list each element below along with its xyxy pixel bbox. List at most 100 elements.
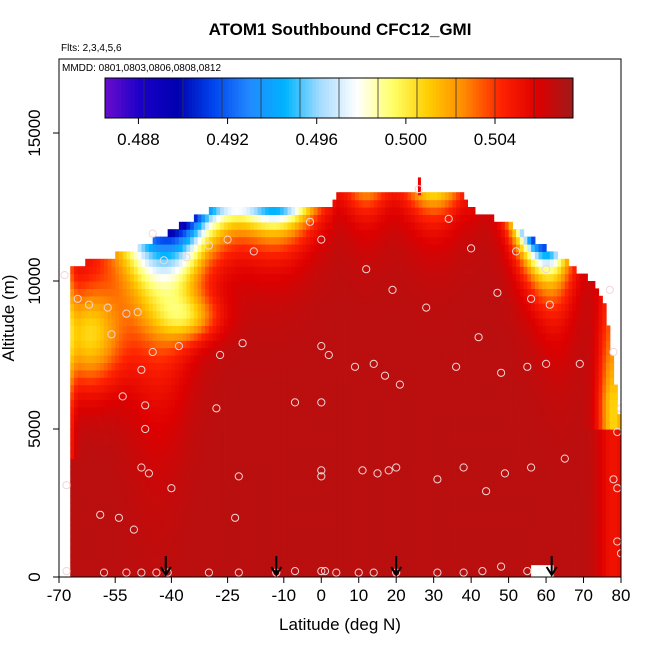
field-cell [92,325,98,334]
field-cell [343,369,349,378]
field-cell [384,517,390,526]
field-cell [235,473,240,482]
field-cell [295,340,300,349]
field-cell [250,429,255,437]
field-cell [381,355,386,363]
field-cell [422,473,427,482]
field-cell [317,443,322,452]
field-cell [306,266,311,275]
field-cell [115,503,120,511]
field-cell [231,236,236,245]
field-cell [272,318,277,326]
field-cell [448,355,453,363]
field-cell [137,414,143,423]
field-cell [163,369,169,378]
field-cell [231,303,236,312]
field-cell [190,569,195,577]
field-cell [261,377,266,386]
field-cell [347,244,352,252]
field-cell [295,377,300,386]
field-cell [381,199,386,208]
field-cell [92,318,98,326]
field-cell [321,414,326,423]
field-cell [193,221,199,230]
field-cell [280,384,285,393]
field-cell [426,207,431,215]
field-cell [103,525,109,534]
field-cell [396,340,401,349]
field-cell [306,503,311,511]
field-cell [250,562,255,571]
field-cell [246,281,251,289]
field-cell [167,332,172,341]
field-cell [216,480,221,489]
field-cell [126,303,131,312]
field-cell [242,384,247,393]
field-cell [414,495,420,504]
field-cell [418,251,424,260]
field-cell [141,325,146,334]
field-cell [152,288,158,297]
field-cell [396,281,401,289]
field-cell [437,251,442,260]
field-cell [298,258,304,267]
field-cell [336,525,341,534]
field-cell [171,406,176,415]
field-cell [429,532,435,541]
field-cell [227,525,232,534]
field-cell [111,525,116,534]
field-cell [384,525,390,534]
field-cell [182,229,187,238]
field-cell [384,458,390,467]
field-cell [103,340,109,349]
field-cell [167,295,172,304]
field-cell [373,318,379,326]
field-cell [283,362,289,371]
field-cell [358,325,364,334]
field-cell [441,429,446,437]
field-cell [238,525,244,534]
field-cell [388,384,394,393]
field-cell [145,273,150,282]
field-cell [77,473,83,482]
field-cell [411,362,416,371]
field-cell [343,273,349,282]
field-cell [160,377,165,386]
field-cell [77,547,83,556]
field-cell [280,488,285,497]
field-cell [422,355,427,363]
field-cell [171,347,176,356]
field-cell [377,310,382,319]
field-cell [163,318,169,326]
field-cell [178,562,184,571]
field-cell [208,562,214,571]
field-cell [287,399,292,408]
field-cell [152,554,158,563]
field-cell [227,325,232,334]
field-cell [377,540,382,548]
field-cell [100,362,105,371]
field-cell [73,281,79,289]
field-cell [362,495,367,504]
field-cell [190,503,195,511]
field-cell [388,214,394,223]
field-cell [111,258,116,267]
field-cell [298,369,304,378]
field-cell [148,540,154,548]
field-cell [444,554,450,563]
field-cell [246,377,251,386]
field-cell [130,554,135,563]
field-cell [325,569,330,577]
field-cell [287,355,292,363]
field-cell [182,384,187,393]
field-cell [115,554,120,563]
field-cell [388,466,394,474]
field-cell [354,554,360,563]
field-cell [246,310,251,319]
field-cell [384,562,390,571]
field-cell [302,207,307,215]
field-cell [433,480,439,489]
field-cell [321,466,326,474]
field-cell [107,473,113,482]
field-cell [242,540,247,548]
